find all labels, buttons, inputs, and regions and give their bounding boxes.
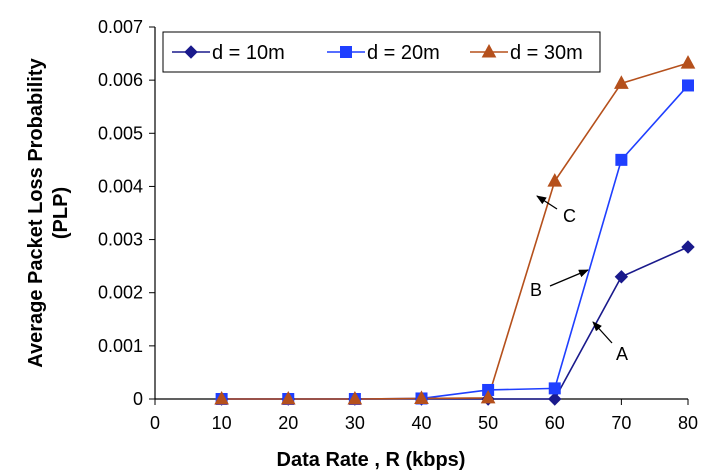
x-tick-label: 20	[278, 413, 298, 433]
data-point	[347, 390, 363, 405]
data-point	[548, 392, 562, 406]
y-tick-label: 0.005	[98, 123, 143, 143]
data-point	[680, 55, 696, 69]
legend-item: d = 30m	[470, 42, 583, 64]
data-point	[681, 240, 695, 254]
series-line	[221, 246, 689, 400]
y-axis-title-line: (PLP)	[50, 187, 72, 239]
annotations: A B C	[530, 195, 628, 364]
series-layer	[214, 55, 696, 406]
legend-swatch-marker	[184, 45, 198, 59]
legend-label: d = 30m	[510, 42, 583, 64]
data-point	[280, 390, 296, 405]
data-point	[214, 390, 229, 405]
legend-item: d = 20m	[327, 42, 440, 64]
y-tick-label: 0	[133, 389, 143, 409]
data-point	[614, 75, 629, 89]
legend-swatch-marker	[340, 46, 352, 58]
legend: d = 10m d = 20m d = 30m	[162, 31, 601, 73]
y-axis-title-line: Average Packet Loss Probability	[25, 57, 47, 367]
annotation-c: C	[536, 195, 576, 226]
annotation-label: C	[563, 206, 576, 226]
data-point	[414, 390, 429, 404]
data-point	[682, 79, 694, 92]
x-tick-label: 10	[212, 413, 232, 433]
tick-labels: 0 10 20 30 40 50 60 70 80 0 0.001 0.002 0.003 0.004 0.…	[98, 17, 698, 433]
legend-label: d = 10m	[212, 42, 285, 64]
x-tick-label: 80	[678, 413, 698, 433]
x-tick-label: 0	[150, 413, 160, 433]
annotation-a: A	[592, 321, 628, 364]
x-tick-label: 70	[611, 413, 631, 433]
annotation-label: B	[530, 280, 542, 300]
series-1	[221, 246, 689, 400]
data-point	[614, 270, 629, 284]
y-tick-label: 0.007	[98, 17, 143, 37]
data-point	[547, 173, 563, 187]
axes	[154, 27, 688, 400]
data-point	[615, 153, 628, 166]
x-tick-label: 50	[478, 413, 498, 433]
y-tick-label: 0.003	[98, 230, 143, 250]
series-3	[221, 62, 689, 400]
annotation-arrow	[536, 195, 558, 210]
y-tick-label: 0.002	[98, 283, 143, 303]
y-tick-label: 0.006	[98, 70, 143, 90]
legend-box	[162, 31, 601, 73]
annotation-arrow	[549, 269, 589, 287]
series-line	[221, 62, 689, 400]
data-point	[480, 389, 496, 404]
x-tick-label: 60	[545, 413, 565, 433]
x-tick-label: 40	[411, 413, 431, 433]
annotation-arrow	[592, 321, 613, 344]
legend-item: d = 10m	[172, 42, 285, 64]
annotation-b: B	[530, 269, 589, 300]
y-axis-title: Average Packet Loss Probability (PLP)	[25, 57, 72, 367]
data-point	[548, 382, 561, 395]
series-1-markers	[214, 240, 695, 406]
y-tick-label: 0.001	[98, 336, 143, 356]
y-tick-label: 0.004	[98, 176, 143, 196]
x-axis-title: Data Rate , R (kbps)	[277, 449, 466, 470]
x-tick-label: 30	[345, 413, 365, 433]
legend-label: d = 20m	[367, 42, 440, 64]
series-3-markers	[214, 55, 696, 405]
legend-swatch-marker	[481, 43, 497, 58]
annotation-label: A	[616, 344, 628, 364]
